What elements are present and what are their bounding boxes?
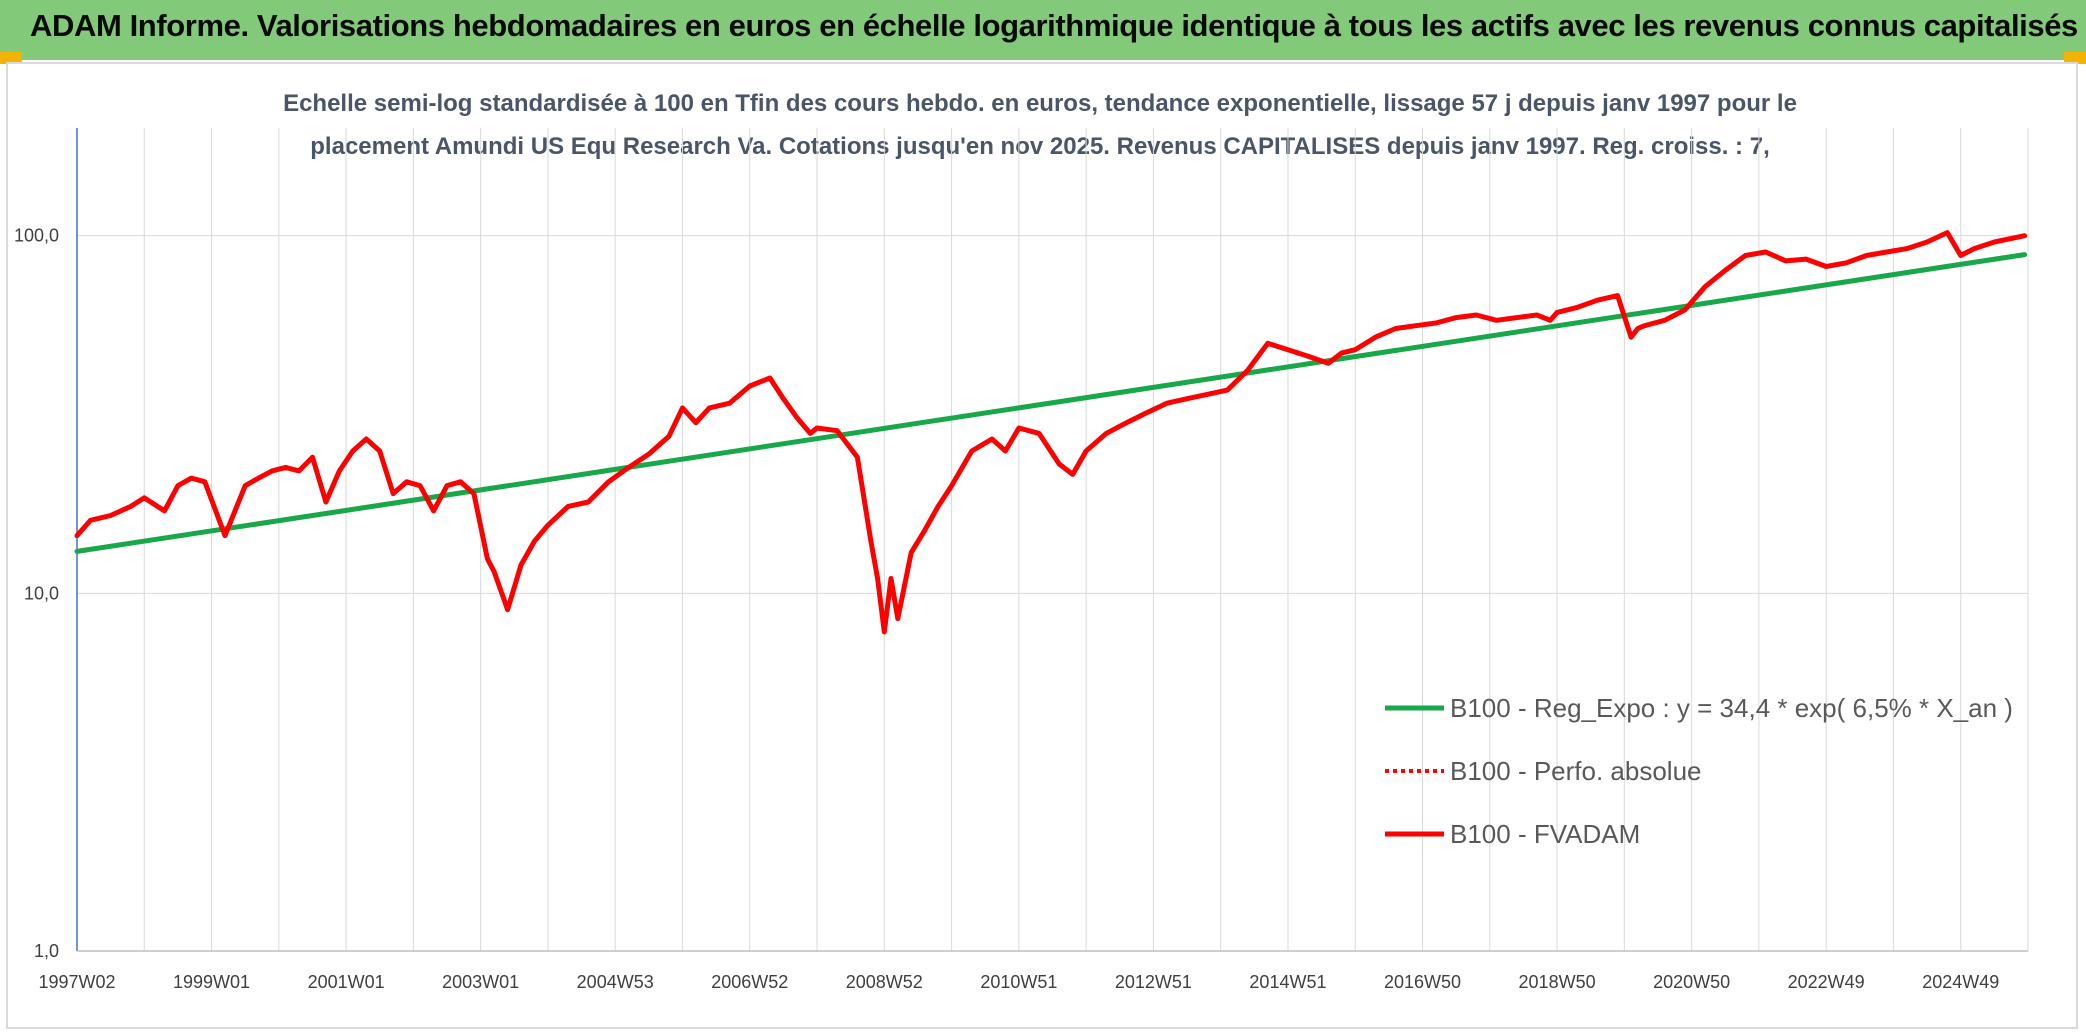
x-tick-label: 2018W50 bbox=[1519, 972, 1596, 992]
y-tick-label: 10,0 bbox=[24, 583, 59, 603]
x-tick-label: 2004W53 bbox=[577, 972, 654, 992]
x-tick-label: 1997W02 bbox=[38, 972, 115, 992]
chart-frame bbox=[6, 62, 2078, 1029]
corner-mark-left bbox=[0, 52, 22, 64]
regression-line bbox=[74, 252, 2028, 554]
series-line bbox=[74, 230, 2028, 635]
x-tick-label: 1999W01 bbox=[173, 972, 250, 992]
y-tick-label: 1,0 bbox=[34, 941, 59, 961]
chart-subtitle-line2: placement Amundi US Equ Research Va. Cot… bbox=[310, 133, 1770, 160]
legend-label: B100 - FVADAM bbox=[1450, 819, 1640, 849]
x-tick-label: 2001W01 bbox=[308, 972, 385, 992]
x-tick-label: 2006W52 bbox=[711, 972, 788, 992]
x-tick-label: 2020W50 bbox=[1653, 972, 1730, 992]
corner-mark-right bbox=[2064, 52, 2086, 64]
y-tick-label: 100,0 bbox=[14, 226, 59, 246]
title-banner: ADAM Informe. Valorisations hebdomadaire… bbox=[0, 0, 2086, 60]
x-tick-label: 2010W51 bbox=[980, 972, 1057, 992]
chart-subtitle-line1: Echelle semi-log standardisée à 100 en T… bbox=[283, 90, 1797, 117]
x-tick-label: 2003W01 bbox=[442, 972, 519, 992]
x-tick-label: 2016W50 bbox=[1384, 972, 1461, 992]
page-title: ADAM Informe. Valorisations hebdomadaire… bbox=[30, 8, 2078, 43]
legend-label: B100 - Reg_Expo : y = 34,4 * exp( 6,5% *… bbox=[1450, 693, 2013, 723]
x-tick-label: 2012W51 bbox=[1115, 972, 1192, 992]
x-tick-label: 2008W52 bbox=[846, 972, 923, 992]
x-tick-label: 2022W49 bbox=[1788, 972, 1865, 992]
x-tick-label: 2014W51 bbox=[1249, 972, 1326, 992]
legend-label: B100 - Perfo. absolue bbox=[1450, 756, 1702, 786]
x-tick-label: 2024W49 bbox=[1922, 972, 1999, 992]
